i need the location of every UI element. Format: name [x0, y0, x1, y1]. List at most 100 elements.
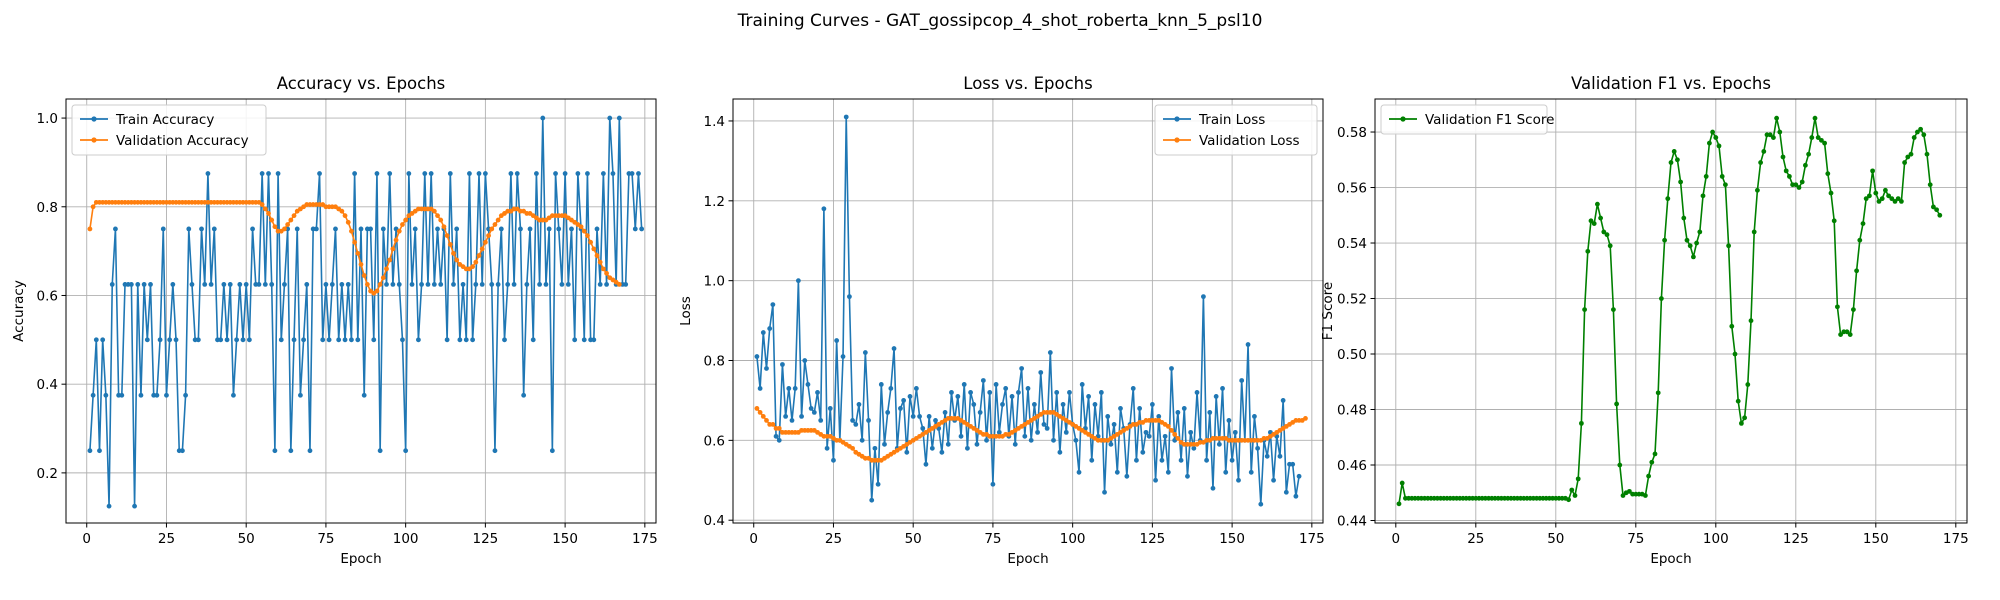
- data-point: [764, 417, 769, 423]
- data-point: [224, 337, 230, 343]
- data-point: [195, 337, 201, 343]
- data-point: [495, 217, 501, 223]
- data-point: [1694, 240, 1699, 246]
- data-point: [451, 250, 456, 256]
- data-point: [1847, 332, 1853, 337]
- data-point: [387, 257, 393, 263]
- series-line-1: [89, 117, 643, 507]
- data-point: [301, 337, 306, 343]
- data-point: [262, 281, 268, 287]
- data-point: [1159, 457, 1165, 463]
- data-point: [553, 171, 558, 176]
- data-point: [364, 281, 370, 287]
- data-point: [1216, 441, 1222, 447]
- data-point: [1207, 410, 1213, 415]
- data-point: [307, 448, 313, 454]
- x-tick-label: 150: [552, 531, 578, 547]
- data-point: [875, 481, 881, 487]
- data-point: [1290, 461, 1296, 467]
- data-point: [511, 281, 517, 287]
- data-point: [585, 171, 590, 176]
- data-point: [610, 171, 616, 176]
- data-point: [1041, 421, 1047, 427]
- data-point: [1236, 477, 1241, 483]
- data-point: [754, 406, 760, 411]
- data-point: [1617, 462, 1623, 468]
- data-point: [282, 281, 287, 287]
- data-point: [866, 417, 871, 423]
- data-point: [1220, 386, 1225, 391]
- data-point: [428, 171, 434, 176]
- data-point: [869, 497, 875, 503]
- data-point: [1675, 157, 1680, 163]
- data-point: [1819, 137, 1824, 143]
- legend-swatch-marker: [1174, 137, 1180, 143]
- data-point: [1175, 410, 1181, 415]
- data-point: [1582, 307, 1587, 313]
- y-tick-label: 0.54: [1337, 236, 1367, 252]
- data-point: [1201, 294, 1206, 300]
- data-point: [285, 222, 291, 227]
- data-point: [616, 115, 622, 121]
- data-point: [786, 386, 792, 391]
- data-point: [396, 281, 402, 287]
- data-point: [256, 281, 262, 287]
- data-point: [495, 281, 501, 287]
- data-point: [527, 226, 533, 232]
- data-point: [840, 354, 846, 359]
- data-point: [1137, 406, 1143, 411]
- data-point: [1825, 171, 1831, 177]
- legend-box: [71, 104, 267, 156]
- data-point: [581, 337, 587, 343]
- data-point: [320, 337, 326, 343]
- data-point: [317, 171, 322, 176]
- data-point: [1755, 187, 1760, 193]
- series-markers-1: [754, 114, 1302, 507]
- data-point: [955, 394, 961, 399]
- data-point: [1835, 304, 1840, 310]
- data-point: [834, 338, 840, 343]
- data-point: [259, 202, 265, 207]
- data-point: [1102, 489, 1107, 495]
- data-point: [380, 226, 386, 232]
- series-line-1: [1398, 117, 1941, 504]
- data-point: [1643, 493, 1648, 498]
- x-tick-label: 0: [82, 531, 91, 547]
- data-point: [119, 392, 125, 398]
- data-point: [304, 281, 310, 287]
- data-point: [1022, 433, 1028, 439]
- data-point: [847, 294, 852, 300]
- data-point: [1876, 198, 1882, 204]
- data-point: [1165, 423, 1171, 429]
- data-point: [629, 171, 635, 176]
- data-point: [974, 441, 980, 447]
- x-axis-label: Epoch: [1650, 551, 1691, 567]
- legend-label: Train Accuracy: [115, 112, 214, 128]
- data-point: [1079, 382, 1085, 387]
- data-point: [514, 171, 520, 176]
- data-point: [447, 171, 453, 176]
- data-point: [486, 233, 491, 239]
- y-tick-label: 0.8: [704, 354, 725, 370]
- data-point: [250, 226, 255, 232]
- data-point: [1591, 221, 1597, 226]
- y-tick-label: 0.2: [37, 466, 58, 482]
- data-point: [549, 448, 555, 454]
- data-point: [789, 417, 795, 423]
- data-point: [591, 337, 597, 343]
- data-point: [1067, 390, 1072, 395]
- data-point: [585, 233, 590, 239]
- data-point: [476, 253, 482, 258]
- data-point: [422, 171, 428, 176]
- data-point: [374, 171, 380, 176]
- data-point: [272, 448, 278, 454]
- data-point: [266, 171, 271, 176]
- data-point: [524, 281, 530, 287]
- data-point: [1659, 296, 1664, 301]
- data-point: [144, 337, 150, 343]
- axes-frame: [1374, 98, 1968, 524]
- data-point: [1671, 149, 1677, 154]
- data-point: [534, 171, 539, 176]
- data-point: [1780, 154, 1786, 160]
- data-point: [199, 226, 204, 232]
